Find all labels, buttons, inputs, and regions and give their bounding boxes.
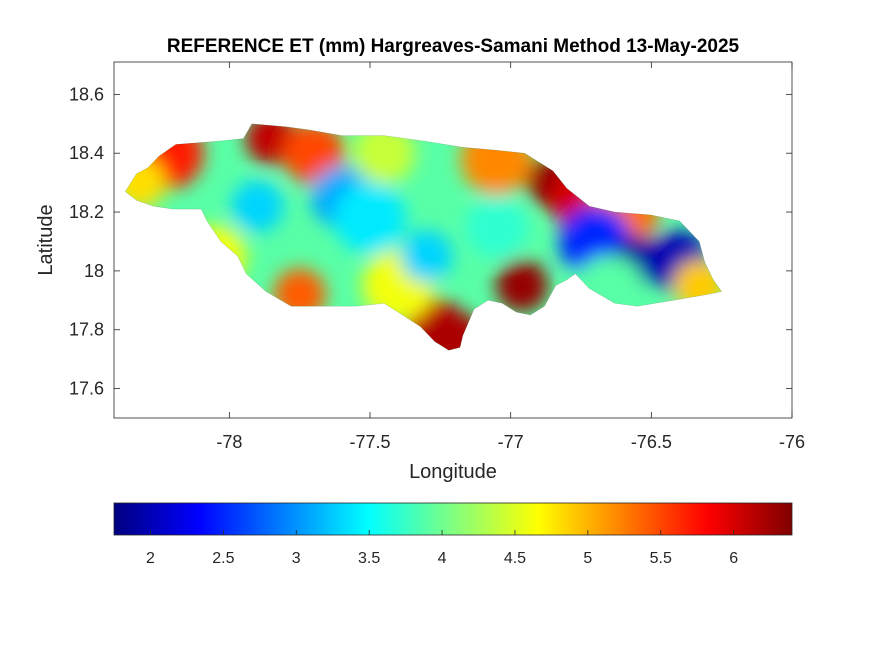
x-tick-label: -78 <box>216 432 242 452</box>
field-anomaly <box>465 195 528 258</box>
x-tick-label: -77.5 <box>349 432 390 452</box>
field-anomaly <box>495 259 548 312</box>
y-tick-label: 18.2 <box>69 202 104 222</box>
colorbar: 2 2.5 3 3.5 4 4.5 5 5.5 6 <box>113 502 793 567</box>
colorbar-tick-label: 5.5 <box>650 550 672 567</box>
colorbar-tick-label: 4.5 <box>504 550 526 567</box>
colorbar-tick-label: 2 <box>146 550 155 567</box>
colorbar-tick-label: 3 <box>292 550 301 567</box>
colorbar-frame <box>113 502 793 536</box>
chart-title: REFERENCE ET (mm) Hargreaves-Samani Meth… <box>167 36 740 57</box>
y-tick-label: 17.6 <box>69 379 104 399</box>
plot-frame <box>113 61 793 419</box>
x-tick-label: -76 <box>779 432 805 452</box>
colorbar-tick-label: 4 <box>438 550 447 567</box>
field-anomaly <box>400 230 453 283</box>
y-tick-label: 18 <box>84 261 104 281</box>
region-outline <box>124 123 723 351</box>
colorbar-tick-label: 3.5 <box>358 550 380 567</box>
colorbar-tick-label: 5 <box>583 550 592 567</box>
field-anomaly <box>334 181 406 254</box>
x-axis: -78 -77.5 -77 -76.5 -76 <box>216 62 805 452</box>
colorbar-tick-label: 2.5 <box>212 550 234 567</box>
y-tick-label: 17.8 <box>69 320 104 340</box>
x-tick-label: -77 <box>498 432 524 452</box>
field-anomaly <box>231 180 284 233</box>
y-tick-label: 18.6 <box>69 84 104 104</box>
y-axis-label: Latitude <box>35 204 57 275</box>
x-tick-label: -76.5 <box>631 432 672 452</box>
x-axis-label: Longitude <box>409 461 497 483</box>
colorbar-ticks: 2 2.5 3 3.5 4 4.5 5 5.5 6 <box>146 530 738 567</box>
colorbar-tick-label: 6 <box>729 550 738 567</box>
colorbar-gradient <box>114 503 792 535</box>
y-axis: 17.6 17.8 18 18.2 18.4 18.6 <box>69 84 792 399</box>
field-anomaly <box>282 123 345 185</box>
y-tick-label: 18.4 <box>69 143 104 163</box>
